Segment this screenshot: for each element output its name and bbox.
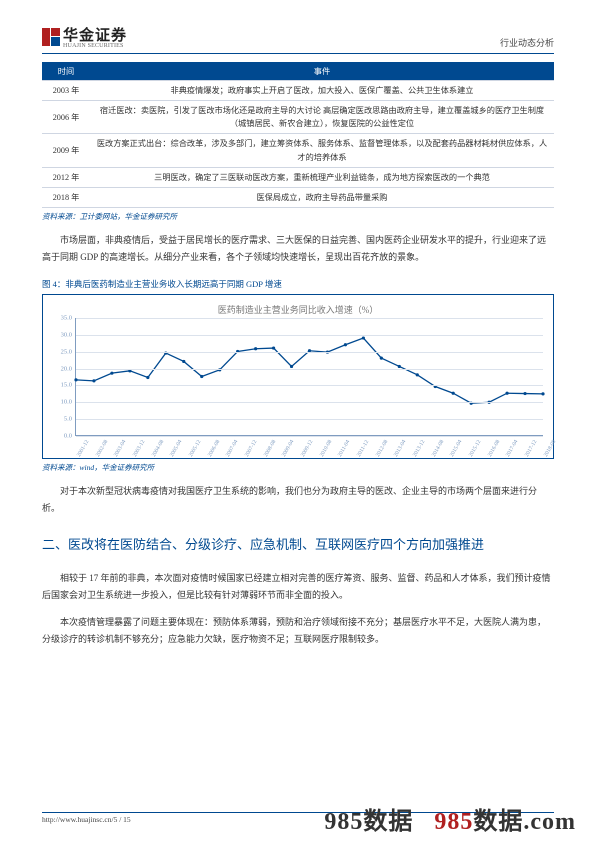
x-tick-label: 2015-12 xyxy=(468,455,473,458)
x-tick-label: 2004-08 xyxy=(151,455,156,458)
cell-year: 2009 年 xyxy=(42,134,90,167)
x-tick-label: 2003-12 xyxy=(132,455,137,458)
table-row: 2003 年非典疫情爆发；政府事实上开启了医改，加大投入、医保广覆盖、公共卫生体… xyxy=(42,81,554,101)
paragraph-4: 本次疫情管理暴露了问题主要体现在：预防体系薄弱，预防和治疗领域衔接不充分；基层医… xyxy=(42,614,554,648)
x-tick-label: 2005-12 xyxy=(188,455,193,458)
x-tick-label: 2007-12 xyxy=(244,455,249,458)
paragraph-3: 相较于 17 年前的非典，本次面对疫情时候国家已经建立相对完善的医疗筹资、服务、… xyxy=(42,570,554,604)
x-tick-label: 2005-04 xyxy=(169,455,174,458)
x-tick-label: 2006-08 xyxy=(207,455,212,458)
y-tick-label: 5.0 xyxy=(50,416,72,423)
events-table: 时间 事件 2003 年非典疫情爆发；政府事实上开启了医改，加大投入、医保广覆盖… xyxy=(42,62,554,208)
y-tick-label: 0.0 xyxy=(50,433,72,440)
x-tick-label: 2015-04 xyxy=(449,455,454,458)
x-tick-label: 2009-12 xyxy=(300,455,305,458)
y-tick-label: 10.0 xyxy=(50,399,72,406)
paragraph-1: 市场层面，非典疫情后，受益于居民增长的医疗需求、三大医保的日益完善、国内医药企业… xyxy=(42,232,554,266)
table-row: 2006 年宿迁医改：卖医院，引发了医改市场化还是政府主导的大讨论 高层确定医改… xyxy=(42,101,554,134)
chart-container: 医药制造业主营业务同比收入增速（%） 0.05.010.015.020.025.… xyxy=(42,294,554,459)
x-tick-label: 2013-12 xyxy=(412,455,417,458)
cell-event: 宿迁医改：卖医院，引发了医改市场化还是政府主导的大讨论 高层确定医改思路由政府主… xyxy=(90,101,554,134)
x-tick-label: 2018-08 xyxy=(543,455,548,458)
cell-year: 2018 年 xyxy=(42,187,90,207)
x-tick-label: 2013-04 xyxy=(393,455,398,458)
cell-year: 2012 年 xyxy=(42,167,90,187)
col-event: 事件 xyxy=(90,62,554,81)
x-tick-label: 2014-08 xyxy=(431,455,436,458)
table-row: 2009 年医改方案正式出台：综合改革，涉及多部门，建立筹资体系、服务体系、监督… xyxy=(42,134,554,167)
x-tick-label: 2017-12 xyxy=(524,455,529,458)
x-tick-label: 2010-08 xyxy=(319,455,324,458)
col-time: 时间 xyxy=(42,62,90,81)
cell-event: 非典疫情爆发；政府事实上开启了医改，加大投入、医保广覆盖、公共卫生体系建立 xyxy=(90,81,554,101)
section-heading: 二、医改将在医防结合、分级诊疗、应急机制、互联网医疗四个方向加强推进 xyxy=(42,531,554,560)
chart-title: 医药制造业主营业务同比收入增速（%） xyxy=(47,303,549,316)
header-right-text: 行业动态分析 xyxy=(500,36,554,49)
x-tick-label: 2016-08 xyxy=(487,455,492,458)
y-tick-label: 15.0 xyxy=(50,382,72,389)
y-tick-label: 30.0 xyxy=(50,331,72,338)
logo-en-text: HUAJIN SECURITIES xyxy=(63,43,127,49)
x-tick-label: 2008-08 xyxy=(263,455,268,458)
cell-year: 2003 年 xyxy=(42,81,90,101)
table-row: 2012 年三明医改，确定了三医联动医改方案，重新梳理产业利益链条，成为地方探索… xyxy=(42,167,554,187)
y-tick-label: 25.0 xyxy=(50,348,72,355)
paragraph-2: 对于本次新型冠状病毒疫情对我国医疗卫生系统的影响，我们也分为政府主导的医改、企业… xyxy=(42,483,554,517)
logo-icon xyxy=(42,28,60,46)
figure-caption: 图 4：非典后医药制造业主营业务收入长期远高于同期 GDP 增速 xyxy=(42,278,554,290)
footer-url: http://www.huajinsc.cn/5 / 15 xyxy=(42,815,131,824)
x-tick-label: 2011-12 xyxy=(356,455,361,458)
cell-event: 医改方案正式出台：综合改革，涉及多部门，建立筹资体系、服务体系、监督管理体系，以… xyxy=(90,134,554,167)
watermark-b: 985数据.com xyxy=(434,809,576,835)
cell-year: 2006 年 xyxy=(42,101,90,134)
cell-event: 医保局成立，政府主导药品带量采购 xyxy=(90,187,554,207)
table-source: 资料来源：卫计委网站，华金证券研究所 xyxy=(42,211,554,222)
table-row: 2018 年医保局成立，政府主导药品带量采购 xyxy=(42,187,554,207)
cell-event: 三明医改，确定了三医联动医改方案，重新梳理产业利益链条，成为地方探索医改的一个典… xyxy=(90,167,554,187)
x-tick-label: 2001-12 xyxy=(76,455,81,458)
x-tick-label: 2002-08 xyxy=(95,455,100,458)
plot-area: 0.05.010.015.020.025.030.035.02001-12200… xyxy=(75,318,543,436)
watermark-a: 985数据 xyxy=(324,809,413,835)
x-tick-label: 2012-08 xyxy=(375,455,380,458)
watermark: 985数据 985数据.com xyxy=(324,801,576,836)
x-tick-label: 2009-04 xyxy=(281,455,286,458)
figure-source: 资料来源：wind，华金证券研究所 xyxy=(42,462,554,473)
x-tick-label: 2003-04 xyxy=(113,455,118,458)
y-tick-label: 35.0 xyxy=(50,315,72,322)
x-tick-label: 2017-04 xyxy=(505,455,510,458)
logo-cn-text: 华金证券 xyxy=(63,24,127,45)
x-tick-label: 2007-04 xyxy=(225,455,230,458)
logo-block: 华金证券 HUAJIN SECURITIES xyxy=(42,24,127,49)
x-tick-label: 2011-04 xyxy=(337,455,342,458)
y-tick-label: 20.0 xyxy=(50,365,72,372)
page-header: 华金证券 HUAJIN SECURITIES 行业动态分析 xyxy=(42,24,554,54)
